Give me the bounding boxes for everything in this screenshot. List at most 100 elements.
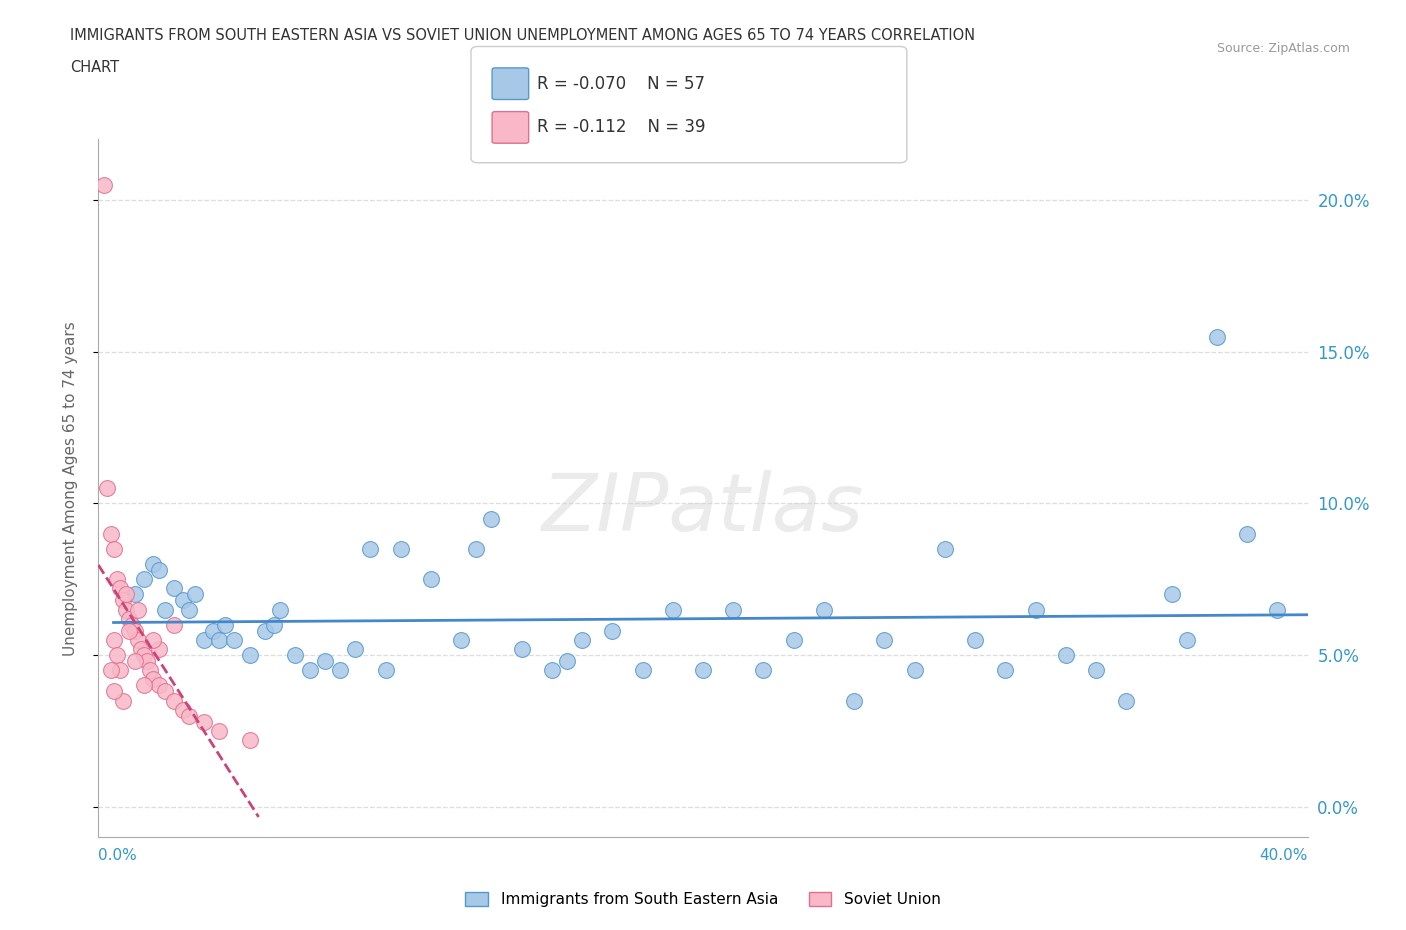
Point	[224, 632, 246, 647]
Point	[103, 541, 125, 556]
Point	[105, 572, 128, 587]
Point	[420, 572, 443, 587]
Legend: Immigrants from South Eastern Asia, Soviet Union: Immigrants from South Eastern Asia, Sovi…	[460, 885, 946, 913]
Point	[571, 632, 593, 647]
Point	[142, 557, 165, 572]
Point	[873, 632, 896, 647]
Point	[844, 693, 866, 708]
Point	[1024, 602, 1046, 617]
Point	[108, 663, 131, 678]
Point	[163, 618, 186, 632]
Point	[329, 663, 352, 678]
Point	[934, 541, 956, 556]
Point	[111, 593, 134, 608]
Point	[602, 623, 624, 638]
Point	[904, 663, 927, 678]
Point	[965, 632, 987, 647]
Point	[450, 632, 472, 647]
Point	[108, 581, 131, 596]
Text: 40.0%: 40.0%	[1260, 848, 1308, 863]
Point	[783, 632, 806, 647]
Point	[813, 602, 835, 617]
Point	[481, 512, 503, 526]
Point	[148, 563, 170, 578]
Point	[124, 654, 146, 669]
Text: 0.0%: 0.0%	[98, 848, 138, 863]
Point	[105, 647, 128, 662]
Point	[135, 654, 157, 669]
Point	[127, 602, 149, 617]
Point	[1206, 329, 1229, 344]
Point	[132, 647, 155, 662]
Point	[163, 581, 186, 596]
Point	[389, 541, 412, 556]
Point	[93, 178, 115, 193]
Point	[214, 618, 236, 632]
Text: ZIPatlas: ZIPatlas	[541, 471, 865, 548]
Point	[96, 481, 118, 496]
Point	[153, 684, 176, 698]
Point	[662, 602, 685, 617]
Point	[344, 642, 367, 657]
Point	[360, 541, 382, 556]
Point	[114, 587, 136, 602]
Point	[208, 632, 231, 647]
Point	[510, 642, 533, 657]
Point	[1054, 647, 1077, 662]
Point	[541, 663, 564, 678]
Point	[172, 702, 194, 717]
Point	[1175, 632, 1198, 647]
Point	[148, 678, 170, 693]
Point	[153, 602, 176, 617]
Point	[118, 611, 141, 626]
Point	[253, 623, 276, 638]
Point	[239, 733, 262, 748]
Point	[179, 709, 201, 724]
Point	[631, 663, 654, 678]
Point	[121, 618, 143, 632]
Point	[692, 663, 714, 678]
Point	[202, 623, 225, 638]
Point	[114, 602, 136, 617]
Point	[163, 693, 186, 708]
Point	[132, 678, 155, 693]
Text: CHART: CHART	[70, 60, 120, 75]
Point	[269, 602, 291, 617]
Point	[752, 663, 775, 678]
Point	[139, 663, 162, 678]
Point	[127, 632, 149, 647]
Point	[100, 663, 122, 678]
Point	[1236, 526, 1258, 541]
Point	[994, 663, 1017, 678]
Point	[1160, 587, 1182, 602]
Point	[193, 714, 215, 729]
Point	[100, 526, 122, 541]
Text: Source: ZipAtlas.com: Source: ZipAtlas.com	[1216, 42, 1350, 55]
Point	[179, 602, 201, 617]
Point	[111, 693, 134, 708]
Point	[103, 632, 125, 647]
Point	[172, 593, 194, 608]
Point	[1085, 663, 1108, 678]
Point	[555, 654, 578, 669]
Point	[1115, 693, 1137, 708]
Point	[124, 587, 146, 602]
Point	[465, 541, 488, 556]
Point	[1267, 602, 1289, 617]
Point	[118, 623, 141, 638]
Point	[723, 602, 745, 617]
Text: R = -0.112    N = 39: R = -0.112 N = 39	[537, 118, 706, 137]
Y-axis label: Unemployment Among Ages 65 to 74 years: Unemployment Among Ages 65 to 74 years	[63, 321, 77, 656]
Point	[184, 587, 207, 602]
Point	[148, 642, 170, 657]
Point	[374, 663, 396, 678]
Point	[299, 663, 322, 678]
Point	[132, 572, 155, 587]
Point	[208, 724, 231, 738]
Point	[103, 684, 125, 698]
Text: R = -0.070    N = 57: R = -0.070 N = 57	[537, 74, 704, 93]
Point	[284, 647, 307, 662]
Point	[142, 632, 165, 647]
Point	[314, 654, 336, 669]
Point	[124, 623, 146, 638]
